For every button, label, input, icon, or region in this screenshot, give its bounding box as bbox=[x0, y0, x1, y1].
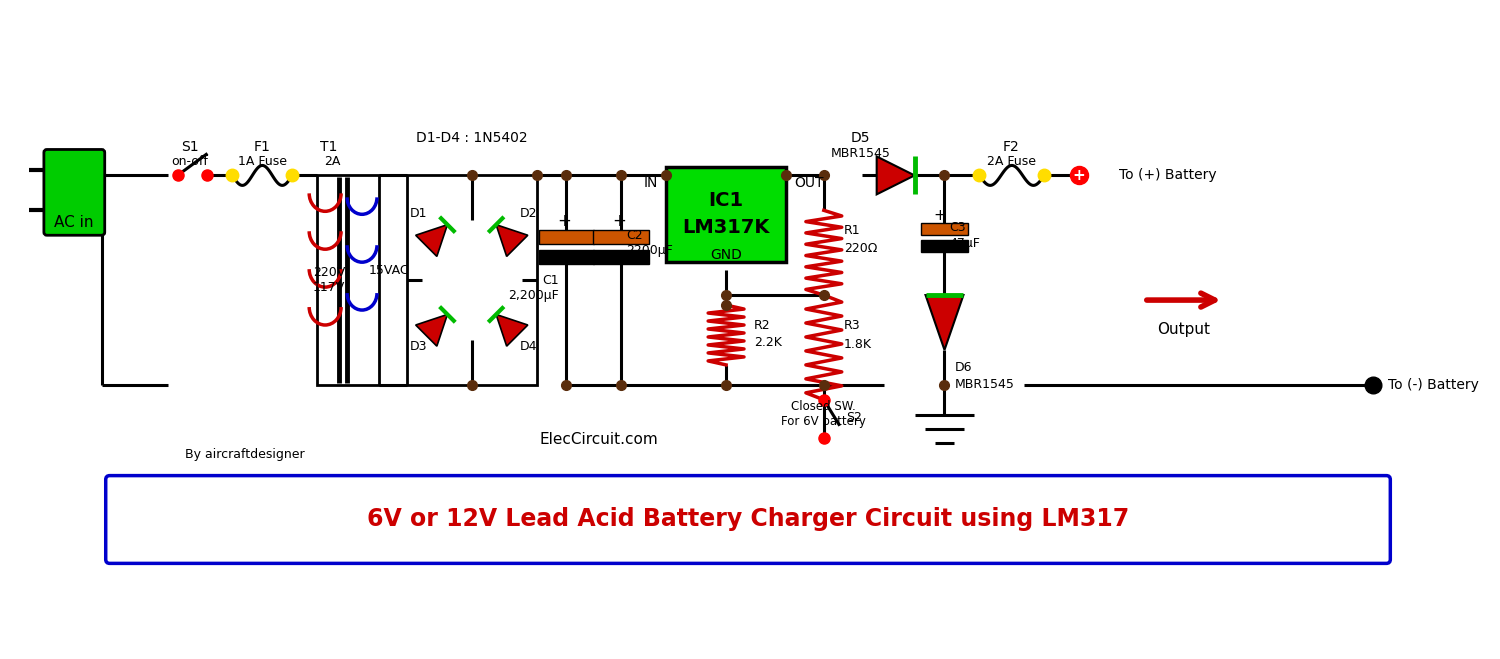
Text: IN: IN bbox=[644, 177, 658, 190]
Text: IC1: IC1 bbox=[708, 191, 744, 210]
Text: ElecCircuit.com: ElecCircuit.com bbox=[538, 432, 658, 447]
Text: C2: C2 bbox=[627, 229, 644, 242]
Text: GND: GND bbox=[710, 248, 742, 262]
Bar bbox=[538, 230, 594, 244]
Text: D3: D3 bbox=[410, 341, 428, 353]
Text: AC in: AC in bbox=[54, 215, 93, 230]
Text: 2A: 2A bbox=[324, 155, 340, 168]
Text: Output: Output bbox=[1158, 322, 1210, 337]
Text: 47μF: 47μF bbox=[950, 237, 981, 250]
Text: 2,200μF: 2,200μF bbox=[509, 289, 558, 302]
Text: OUT: OUT bbox=[794, 177, 824, 190]
Polygon shape bbox=[876, 156, 915, 194]
Bar bbox=[316, 175, 380, 385]
Text: 15VAC: 15VAC bbox=[369, 264, 410, 277]
Polygon shape bbox=[416, 314, 447, 346]
Text: D6: D6 bbox=[954, 361, 972, 374]
Bar bbox=[594, 230, 650, 244]
Polygon shape bbox=[496, 225, 528, 256]
FancyBboxPatch shape bbox=[105, 476, 1390, 563]
Text: D5: D5 bbox=[850, 130, 870, 144]
Text: R2: R2 bbox=[754, 318, 771, 331]
Text: Closed SW.: Closed SW. bbox=[792, 400, 856, 413]
Text: 1A Fuse: 1A Fuse bbox=[238, 155, 286, 168]
Text: +: + bbox=[933, 208, 946, 223]
Text: 2.2K: 2.2K bbox=[754, 337, 782, 349]
Bar bbox=[921, 241, 969, 252]
Text: 6V or 12V Lead Acid Battery Charger Circuit using LM317: 6V or 12V Lead Acid Battery Charger Circ… bbox=[368, 507, 1130, 532]
Text: To (+) Battery: To (+) Battery bbox=[1119, 169, 1216, 183]
Text: C1: C1 bbox=[542, 273, 558, 287]
Polygon shape bbox=[416, 225, 447, 256]
Bar bbox=[666, 167, 786, 262]
Text: on-off: on-off bbox=[171, 155, 208, 168]
Text: 220Ω: 220Ω bbox=[844, 242, 877, 255]
Text: MBR1545: MBR1545 bbox=[831, 147, 891, 160]
Text: +: + bbox=[558, 212, 572, 230]
Text: +: + bbox=[612, 212, 627, 230]
Text: F1: F1 bbox=[254, 140, 270, 154]
Text: D2: D2 bbox=[520, 207, 537, 220]
Bar bbox=[921, 223, 969, 235]
Text: F2: F2 bbox=[1004, 140, 1020, 154]
Text: 2A Fuse: 2A Fuse bbox=[987, 155, 1036, 168]
Text: R3: R3 bbox=[844, 318, 861, 331]
Bar bbox=[594, 250, 650, 264]
Text: +: + bbox=[1072, 168, 1086, 183]
Bar bbox=[406, 175, 537, 385]
Text: D1: D1 bbox=[410, 207, 428, 220]
Text: 1.8K: 1.8K bbox=[844, 339, 871, 351]
Text: C3: C3 bbox=[950, 221, 966, 234]
Text: 2200μF: 2200μF bbox=[627, 244, 674, 257]
Text: S2: S2 bbox=[846, 411, 861, 424]
Text: MBR1545: MBR1545 bbox=[954, 378, 1014, 391]
Text: By aircraftdesigner: By aircraftdesigner bbox=[184, 448, 304, 461]
Polygon shape bbox=[926, 295, 963, 350]
Bar bbox=[538, 250, 594, 264]
Text: T1: T1 bbox=[321, 140, 338, 154]
Text: To (-) Battery: To (-) Battery bbox=[1389, 378, 1479, 392]
Text: LM317K: LM317K bbox=[682, 217, 770, 237]
Text: S1: S1 bbox=[180, 140, 198, 154]
Text: 220V
117V: 220V 117V bbox=[314, 266, 345, 294]
Text: D1-D4 : 1N5402: D1-D4 : 1N5402 bbox=[416, 130, 528, 144]
FancyBboxPatch shape bbox=[44, 150, 105, 235]
Polygon shape bbox=[496, 314, 528, 346]
Text: D4: D4 bbox=[520, 341, 537, 353]
Text: For 6V battery: For 6V battery bbox=[782, 415, 867, 428]
Text: R1: R1 bbox=[844, 224, 861, 237]
